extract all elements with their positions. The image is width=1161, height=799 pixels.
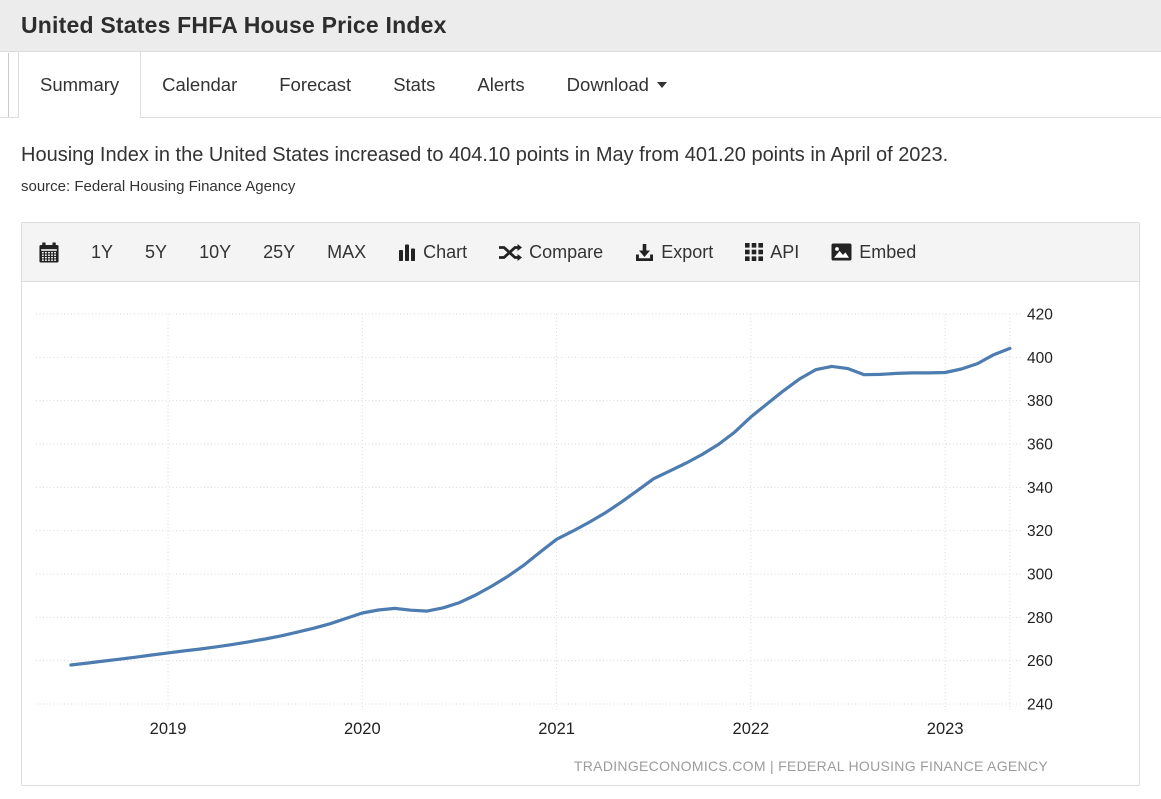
chart-panel: 1Y 5Y 10Y 25Y MAX Chart Compare Export API E… [21, 222, 1140, 786]
toolbar-range-25y-button[interactable]: 25Y [263, 242, 295, 263]
tab-bar-left-divider [8, 53, 9, 117]
toolbar-label: API [770, 241, 800, 262]
summary-description: Housing Index in the United States incre… [21, 144, 949, 166]
x-axis-tick-label: 2019 [150, 720, 187, 738]
toolbar-api-button[interactable]: API [745, 242, 799, 263]
toolbar-label: 1Y [91, 241, 114, 262]
toolbar-range-10y-button[interactable]: 10Y [199, 242, 231, 263]
x-axis-tick-label: 2023 [927, 720, 964, 738]
y-axis-tick-label: 280 [1027, 610, 1053, 627]
tab-forecast[interactable]: Forecast [258, 52, 372, 117]
toolbar-label: Chart [423, 241, 468, 262]
calendar-icon [39, 242, 59, 263]
toolbar-range-1y-button[interactable]: 1Y [91, 242, 113, 263]
embed-image-icon [831, 243, 852, 261]
tab-stats[interactable]: Stats [372, 52, 456, 117]
toolbar-range-max-button[interactable]: MAX [327, 242, 366, 263]
tab-label: Download [566, 73, 649, 95]
tab-bar: Summary Calendar Forecast Stats Alerts Downlo… [0, 52, 1161, 118]
chart-watermark: TRADINGECONOMICS.COM | FEDERAL HOUSING F… [573, 758, 1048, 774]
y-axis-tick-label: 260 [1027, 653, 1053, 670]
toolbar-range-5y-button[interactable]: 5Y [145, 242, 167, 263]
bar-chart-icon [398, 243, 416, 261]
api-grid-icon [745, 243, 764, 261]
toolbar-embed-button[interactable]: Embed [831, 242, 916, 263]
price-index-line-chart[interactable]: 240 260 280 300 320 340 360 380 400 420 2019 2020 20… [22, 282, 1139, 785]
y-axis-tick-label: 240 [1027, 697, 1053, 714]
y-axis-tick-label: 420 [1027, 307, 1053, 324]
tab-label: Summary [40, 74, 120, 95]
x-axis-tick-label: 2020 [344, 720, 381, 738]
tab-alerts[interactable]: Alerts [456, 52, 545, 117]
export-icon [635, 243, 654, 262]
tab-calendar[interactable]: Calendar [141, 52, 258, 117]
tab-label: Calendar [162, 73, 238, 95]
page-header: United States FHFA House Price Index [0, 0, 1161, 52]
toolbar-label: MAX [327, 241, 367, 262]
toolbar-chart-type-button[interactable]: Chart [398, 242, 467, 263]
caret-down-icon [656, 81, 667, 88]
toolbar-label: Embed [859, 241, 917, 262]
chart-toolbar: 1Y 5Y 10Y 25Y MAX Chart Compare Export API E… [22, 223, 1139, 282]
toolbar-label: 10Y [199, 241, 232, 262]
toolbar-label: 25Y [263, 241, 296, 262]
source-line: source: Federal Housing Finance Agency [21, 178, 296, 195]
y-axis-tick-label: 340 [1027, 480, 1053, 497]
toolbar-label: Export [661, 241, 714, 262]
toolbar-label: Compare [529, 241, 604, 262]
tab-summary[interactable]: Summary [18, 52, 142, 118]
toolbar-label: 5Y [145, 241, 168, 262]
x-axis-tick-label: 2021 [538, 720, 575, 738]
compare-icon [499, 243, 523, 262]
y-axis-tick-label: 320 [1027, 523, 1053, 540]
tab-label: Alerts [477, 73, 525, 95]
page-title: United States FHFA House Price Index [21, 12, 447, 38]
y-axis-tick-label: 360 [1027, 437, 1053, 454]
toolbar-compare-button[interactable]: Compare [499, 242, 603, 263]
house-price-index-series-line [69, 346, 1012, 667]
y-axis-tick-label: 300 [1027, 567, 1053, 584]
tab-download[interactable]: Download [546, 52, 688, 117]
toolbar-export-button[interactable]: Export [635, 242, 713, 263]
chart-area[interactable]: 240 260 280 300 320 340 360 380 400 420 2019 2020 20… [22, 282, 1139, 785]
tab-label: Forecast [279, 73, 352, 95]
tab-label: Stats [393, 73, 436, 95]
toolbar-datepicker-button[interactable] [39, 242, 59, 263]
x-axis-tick-label: 2022 [733, 720, 770, 738]
y-axis-tick-label: 400 [1027, 350, 1053, 367]
y-axis-tick-label: 380 [1027, 393, 1053, 410]
